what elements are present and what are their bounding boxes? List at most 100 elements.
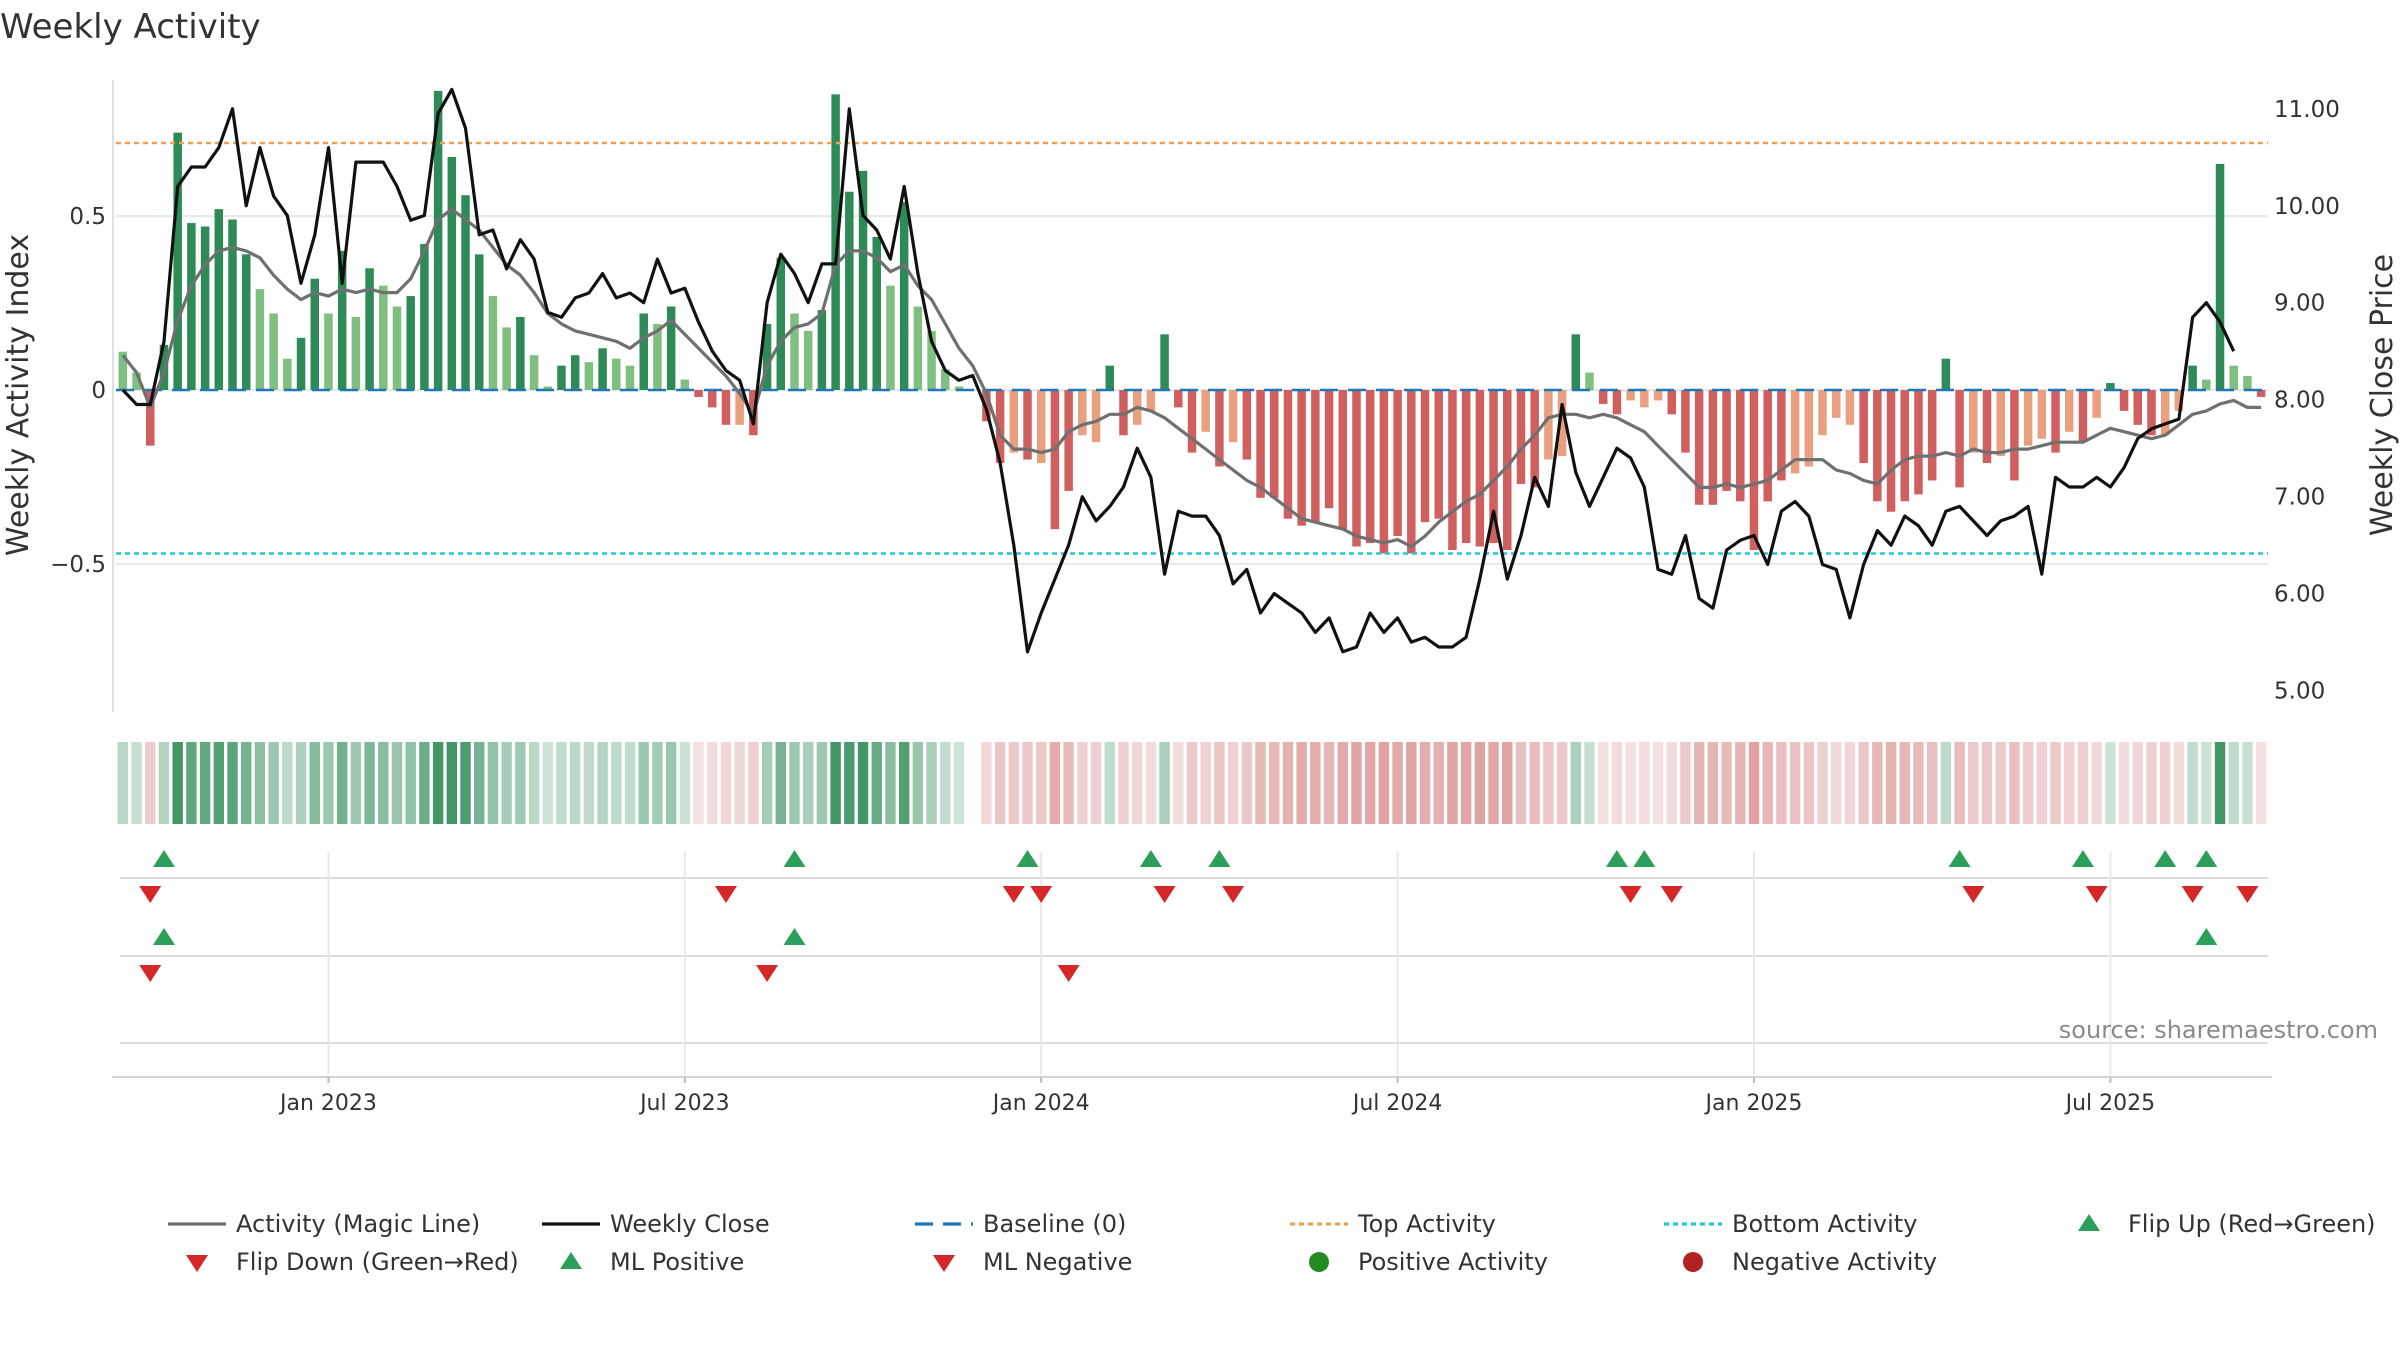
activity-bar	[2133, 390, 2143, 425]
activity-bar	[913, 306, 923, 390]
activity-bar	[461, 195, 470, 390]
activity-bar	[1365, 390, 1375, 544]
activity-bar	[872, 236, 881, 390]
heat-strip-cell	[1680, 742, 1691, 824]
activity-bar	[1831, 390, 1841, 418]
heat-strip-cell	[1803, 742, 1815, 824]
activity-bar	[1160, 334, 1169, 390]
activity-bar	[1969, 390, 1978, 453]
heat-strip-cell	[158, 742, 170, 824]
x-tick-label: Jul 2023	[638, 1091, 730, 1116]
activity-bar	[214, 209, 224, 390]
x-tick-label: Jul 2025	[2064, 1091, 2156, 1116]
heat-strip-cell	[145, 742, 156, 824]
activity-bar	[1338, 390, 1348, 530]
activity-bar	[118, 351, 128, 390]
activity-bar	[337, 250, 347, 390]
heat-strip-cell	[131, 742, 142, 824]
activity-bar	[1653, 390, 1663, 401]
activity-bar	[1640, 390, 1649, 408]
flip-down-marker	[714, 886, 737, 903]
heat-strip-cell	[1707, 742, 1719, 824]
activity-bar	[1105, 365, 1115, 390]
activity-bar	[598, 348, 607, 390]
activity-bar	[1489, 390, 1498, 544]
heat-strip-cell	[2091, 742, 2102, 824]
heat-strip-cell	[1447, 742, 1458, 824]
heat-strip-cell	[1885, 742, 1897, 824]
activity-bar	[1475, 390, 1485, 547]
heat-strip-cell	[611, 742, 622, 824]
heat-strip-cell	[1008, 742, 1020, 824]
flip-up-marker	[783, 850, 806, 867]
heat-strip-cell	[446, 742, 458, 824]
activity-bar	[2256, 390, 2266, 397]
activity-bar	[2188, 365, 2197, 390]
activity-bar	[1544, 390, 1553, 460]
heat-strip-cell	[1776, 742, 1787, 824]
heat-strip-cell	[940, 742, 951, 824]
heat-strip-cell	[1392, 742, 1403, 824]
activity-bar	[735, 390, 744, 425]
heat-strip-cell	[1036, 742, 1047, 824]
activity-bar	[310, 278, 320, 390]
activity-bar	[1722, 390, 1731, 491]
flip-up-marker	[1633, 850, 1656, 867]
heat-strip-cell	[2187, 742, 2198, 824]
activity-bar	[721, 390, 731, 425]
heat-strip-cell	[734, 742, 745, 824]
chart-title: Weekly Activity	[0, 7, 261, 47]
ml-negative-marker	[756, 965, 779, 982]
heat-strip-cell	[802, 742, 814, 824]
heat-strip-cell	[405, 742, 416, 824]
heat-strip-cell	[1913, 742, 1924, 824]
heat-strip-cell	[1433, 742, 1444, 824]
activity-bar	[1146, 390, 1156, 411]
activity-bar	[1708, 390, 1718, 505]
activity-bar	[1804, 390, 1814, 467]
heat-strip-cell	[1570, 742, 1582, 824]
activity-bar	[1228, 390, 1238, 443]
activity-bar	[899, 202, 909, 390]
activity-bar	[1914, 390, 1923, 495]
heat-strip-cell	[2009, 742, 2020, 824]
activity-bar	[1982, 390, 1992, 464]
activity-bar	[1187, 390, 1197, 453]
activity-bar	[570, 355, 580, 390]
activity-bar	[474, 254, 484, 390]
flip-down-marker	[2236, 886, 2259, 903]
activity-bar	[639, 313, 648, 390]
heat-strip-cell	[2146, 742, 2157, 824]
activity-bar	[2229, 365, 2238, 390]
activity-bar	[2092, 390, 2101, 418]
heat-strip-cell	[474, 742, 485, 824]
activity-bar	[927, 330, 936, 390]
heat-strip-cell	[2132, 742, 2143, 824]
activity-bar	[1461, 390, 1471, 544]
activity-bar	[420, 243, 429, 390]
heat-strip-cell	[707, 742, 718, 824]
activity-bar	[1927, 390, 1937, 481]
activity-bar	[2037, 390, 2047, 439]
heat-strip-cell	[1598, 742, 1609, 824]
activity-bar	[392, 306, 402, 390]
left-tick-label: 0.5	[69, 204, 106, 230]
activity-bar	[2064, 390, 2074, 432]
activity-bar	[1996, 390, 2005, 457]
heat-strip-cell	[912, 742, 924, 824]
heat-strip-cell	[528, 742, 540, 824]
flip-up-marker	[1605, 850, 1628, 867]
source-credit: source: sharemaestro.com	[2059, 1016, 2378, 1044]
heat-strip-cell	[460, 742, 471, 824]
heat-strip-cell	[2242, 742, 2253, 824]
heat-strip-cell	[994, 742, 1006, 824]
activity-bar	[1023, 390, 1032, 460]
heat-strip-cell	[624, 742, 636, 824]
activity-bar	[255, 289, 265, 390]
activity-bar	[1311, 390, 1320, 523]
weekly-close-series	[121, 87, 2236, 654]
heat-strip-cell	[2173, 742, 2185, 824]
activity-bar	[324, 313, 333, 390]
flip-down-marker	[2181, 886, 2204, 903]
activity-bar	[2147, 390, 2156, 436]
